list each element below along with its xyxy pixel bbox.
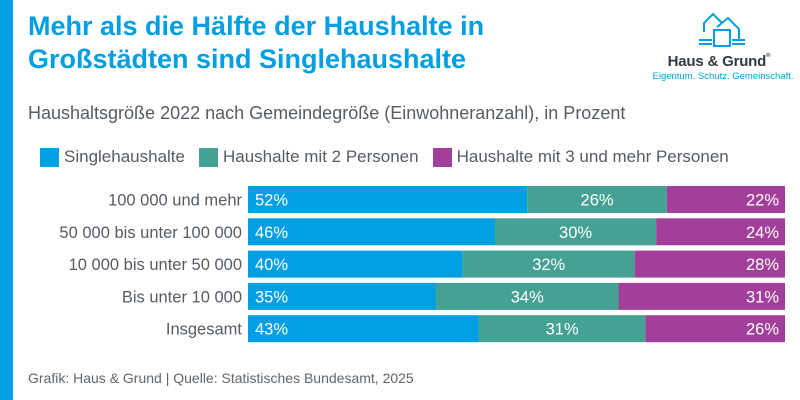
bar-singlehaushalte-10-000-bis-unter-50-000	[248, 250, 463, 278]
legend-swatch-three	[432, 147, 452, 167]
data-label-singlehaushalte-insgesamt: 43%	[255, 321, 288, 339]
legend-label-two: Haushalte mit 2 Personen	[222, 147, 419, 166]
title-line-1: Mehr als die Hälfte der Haushalte in	[28, 11, 485, 41]
data-label-haushalte-mit-3-und-mehr-personen-bis-unter-10-000: 31%	[746, 288, 779, 306]
bar-singlehaushalte-insgesamt	[248, 315, 479, 343]
data-label-haushalte-mit-3-und-mehr-personen-10-000-bis-unter-50-000: 28%	[746, 256, 779, 274]
bar-haushalte-mit-2-personen-50-000-bis-unter-100-000	[495, 218, 657, 246]
data-label-haushalte-mit-2-personen-50-000-bis-unter-100-000: 30%	[559, 224, 592, 242]
data-label-singlehaushalte-10-000-bis-unter-50-000: 40%	[255, 256, 288, 274]
data-label-haushalte-mit-3-und-mehr-personen-50-000-bis-unter-100-000: 24%	[746, 224, 779, 242]
category-label-10-000-bis-unter-50-000: 10 000 bis unter 50 000	[69, 256, 242, 274]
category-label-100-000-und-mehr: 100 000 und mehr	[108, 192, 242, 210]
data-label-singlehaushalte-bis-unter-10-000: 35%	[255, 288, 288, 306]
data-label-haushalte-mit-3-und-mehr-personen-insgesamt: 26%	[746, 321, 779, 339]
bar-haushalte-mit-3-und-mehr-personen-bis-unter-10-000	[618, 282, 785, 310]
legend-item-single: Singlehaushalte	[40, 147, 185, 167]
logo-wordmark: Haus & Grund®	[648, 53, 790, 70]
bar-haushalte-mit-3-und-mehr-personen-10-000-bis-unter-50-000	[634, 250, 785, 278]
bar-haushalte-mit-2-personen-10-000-bis-unter-50-000	[462, 250, 635, 278]
bar-singlehaushalte-bis-unter-10-000	[248, 282, 436, 310]
source-footer: Grafik: Haus & Grund | Quelle: Statistis…	[28, 370, 414, 386]
category-label-bis-unter-10-000: Bis unter 10 000	[122, 288, 242, 306]
data-label-haushalte-mit-2-personen-bis-unter-10-000: 34%	[511, 288, 544, 306]
chart-subtitle: Haushaltsgröße 2022 nach Gemeindegröße (…	[28, 103, 626, 123]
data-label-singlehaushalte-100-000-und-mehr: 52%	[255, 192, 288, 210]
logo-tagline: Eigentum. Schutz. Gemeinschaft.	[652, 71, 794, 82]
legend-swatch-single	[40, 147, 59, 167]
category-label-50-000-bis-unter-100-000: 50 000 bis unter 100 000	[59, 224, 242, 242]
bar-haushalte-mit-3-und-mehr-personen-100-000-und-mehr	[666, 186, 785, 213]
accent-side-bar	[0, 0, 13, 400]
bar-haushalte-mit-2-personen-bis-unter-10-000	[435, 282, 619, 310]
title-line-2: Großstädten sind Singlehaushalte	[28, 44, 467, 74]
brand-logo: Haus & Grund® Eigentum. Schutz. Gemeinsc…	[648, 8, 798, 88]
data-label-haushalte-mit-3-und-mehr-personen-100-000-und-mehr: 22%	[746, 192, 779, 210]
data-label-singlehaushalte-50-000-bis-unter-100-000: 46%	[255, 224, 288, 242]
bar-singlehaushalte-100-000-und-mehr	[248, 186, 528, 213]
bar-haushalte-mit-2-personen-insgesamt	[478, 315, 646, 343]
bar-singlehaushalte-50-000-bis-unter-100-000	[248, 218, 496, 246]
registered-mark: ®	[766, 53, 771, 59]
data-label-haushalte-mit-2-personen-100-000-und-mehr: 26%	[581, 192, 614, 210]
legend-label-three: Haushalte mit 3 und mehr Personen	[456, 147, 729, 166]
legend-item-two: Haushalte mit 2 Personen	[198, 147, 419, 167]
bar-haushalte-mit-2-personen-100-000-und-mehr	[527, 186, 667, 213]
data-label-haushalte-mit-2-personen-insgesamt: 31%	[546, 321, 579, 339]
data-label-haushalte-mit-2-personen-10-000-bis-unter-50-000: 32%	[532, 256, 565, 274]
category-label-insgesamt: Insgesamt	[166, 321, 243, 339]
chart-legend: Singlehaushalte Haushalte mit 2 Personen…	[40, 147, 743, 167]
legend-item-three: Haushalte mit 3 und mehr Personen	[432, 147, 729, 167]
house-logo-icon	[699, 12, 745, 47]
legend-label-single: Singlehaushalte	[64, 147, 185, 166]
bar-haushalte-mit-3-und-mehr-personen-insgesamt	[645, 315, 785, 343]
chart-title: Mehr als die Hälfte der Haushalte in Gro…	[28, 10, 628, 76]
legend-swatch-two	[198, 147, 218, 167]
logo-name-text: Haus & Grund	[667, 53, 767, 70]
bar-haushalte-mit-3-und-mehr-personen-50-000-bis-unter-100-000	[656, 218, 785, 246]
